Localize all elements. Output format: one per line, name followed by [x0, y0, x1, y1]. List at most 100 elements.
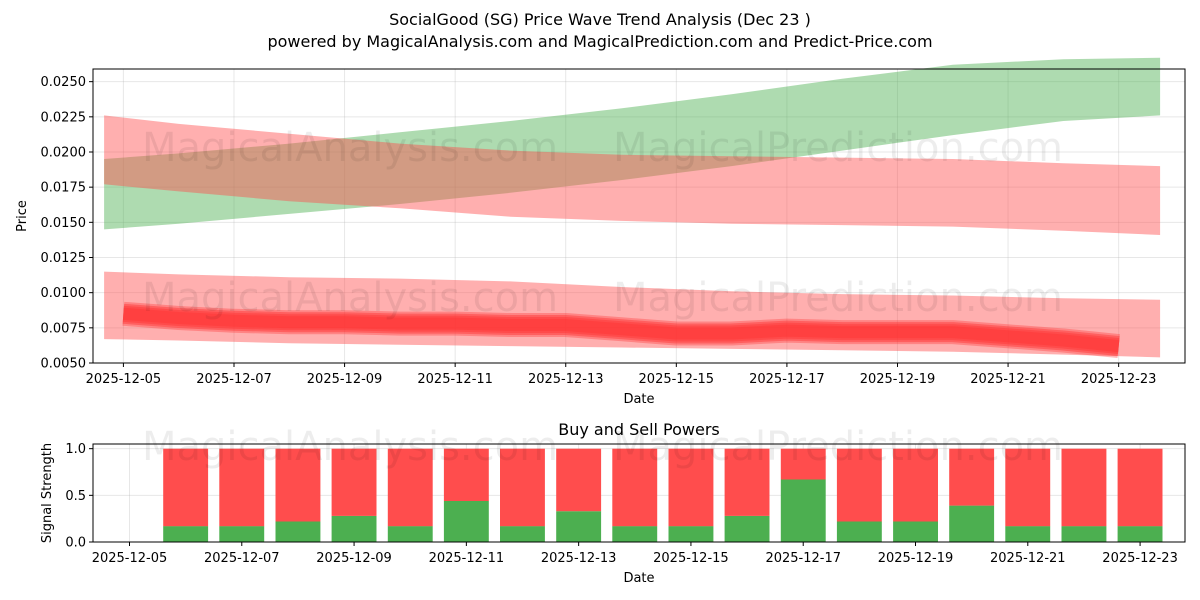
buy-power-bar — [556, 511, 602, 542]
sell-power-bar — [1005, 448, 1051, 527]
buy-power-bar — [500, 526, 545, 542]
buy-power-bar — [443, 500, 489, 542]
price-y-tick-label: 0.0175 — [41, 181, 87, 196]
buy-power-bar — [612, 526, 658, 542]
buy-power-bar — [1005, 526, 1051, 542]
sell-power-bar — [163, 448, 209, 527]
sell-power-bar — [556, 448, 602, 512]
signal-x-tick-label: 2025-12-05 — [92, 551, 168, 566]
price-y-tick-label: 0.0100 — [41, 286, 87, 301]
signal-x-tick-label: 2025-12-15 — [653, 551, 729, 566]
sell-power-bar — [780, 448, 826, 480]
sell-power-bar — [949, 448, 995, 506]
price-wave-line — [122, 301, 1120, 359]
price-y-tick-label: 0.0075 — [41, 321, 87, 336]
signal-x-axis-label: Date — [623, 571, 654, 586]
signal-x-tick-label: 2025-12-07 — [204, 551, 280, 566]
buy-power-bar — [331, 515, 377, 542]
watermark-analysis: MagicalAnalysis.com — [142, 125, 558, 171]
buy-power-bar — [163, 526, 209, 542]
sell-power-bar — [275, 448, 321, 522]
buy-power-bar — [668, 526, 714, 542]
buy-power-bar — [219, 526, 265, 542]
price-x-tick-label: 2025-12-05 — [86, 372, 162, 387]
price-plot-frame — [92, 68, 1186, 364]
sell-power-bar — [331, 448, 377, 516]
signal-x-tick-label: 2025-12-09 — [316, 551, 392, 566]
sell-power-bar — [836, 448, 882, 522]
price-x-tick-label: 2025-12-17 — [749, 372, 825, 387]
signal-y-tick-label: 0.5 — [65, 489, 86, 504]
price-wave-line — [122, 305, 1120, 355]
signal-x-tick-label: 2025-12-19 — [878, 551, 954, 566]
buy-power-bar — [780, 479, 826, 542]
sell-power-bar — [668, 448, 714, 527]
price-y-tick-label: 0.0050 — [41, 357, 87, 372]
sell-power-bar — [612, 448, 658, 527]
signal-chart-title: Buy and Sell Powers — [558, 420, 720, 439]
watermark-analysis: MagicalAnalysis.com — [142, 275, 558, 321]
price-y-tick-label: 0.0150 — [41, 216, 87, 231]
red-upper-trend-band — [104, 115, 1161, 235]
watermark-prediction: MagicalPrediction.com — [613, 275, 1063, 321]
buy-power-bar — [724, 515, 770, 542]
signal-y-axis-label: Signal Strength — [40, 443, 55, 543]
watermark-prediction: MagicalPrediction.com — [613, 424, 1063, 470]
buy-power-bar — [1117, 526, 1163, 542]
price-x-tick-label: 2025-12-11 — [417, 372, 493, 387]
green-trend-band — [104, 57, 1161, 230]
watermark-analysis: MagicalAnalysis.com — [142, 424, 558, 470]
signal-y-tick-label: 1.0 — [65, 442, 86, 457]
price-y-tick-label: 0.0125 — [41, 251, 87, 266]
price-panel: MagicalAnalysis.com MagicalPrediction.co… — [15, 57, 1186, 407]
buy-power-bar — [949, 505, 995, 542]
price-wave-line-group — [122, 301, 1120, 359]
chart-title: SocialGood (SG) Price Wave Trend Analysi… — [389, 10, 811, 29]
signal-bars — [163, 448, 1163, 542]
buy-power-bar — [836, 521, 882, 542]
sell-power-bar — [500, 448, 545, 527]
signal-plot-frame — [92, 443, 1186, 543]
watermark-prediction: MagicalPrediction.com — [613, 125, 1063, 171]
price-y-axis: 0.0050 0.0075 0.0100 0.0125 0.0150 0.0175 0.02… — [41, 75, 93, 372]
price-x-axis-label: Date — [623, 392, 654, 407]
signal-x-tick-label: 2025-12-21 — [990, 551, 1066, 566]
sell-power-bar — [724, 448, 770, 516]
sell-power-bar — [219, 448, 265, 527]
sell-power-bar — [443, 448, 489, 501]
price-y-tick-label: 0.0200 — [41, 145, 87, 160]
signal-x-tick-label: 2025-12-23 — [1102, 551, 1178, 566]
buy-power-bar — [275, 521, 321, 542]
price-x-tick-label: 2025-12-09 — [307, 372, 383, 387]
price-y-axis-label: Price — [15, 200, 30, 232]
chart-subtitle: powered by MagicalAnalysis.com and Magic… — [267, 32, 932, 51]
price-y-tick-label: 0.0225 — [41, 110, 87, 125]
price-x-tick-label: 2025-12-23 — [1081, 372, 1157, 387]
signal-y-axis: 0.0 0.5 1.0 — [65, 442, 93, 551]
price-x-axis: 2025-12-05 2025-12-07 2025-12-09 2025-12-11… — [86, 363, 1157, 387]
buy-power-bar — [387, 526, 433, 542]
signal-y-tick-label: 0.0 — [65, 536, 86, 551]
signal-panel: Buy and Sell Powers MagicalAnalysis.com … — [40, 420, 1186, 586]
sell-power-bar — [1061, 448, 1107, 527]
price-wave-line — [122, 307, 1120, 353]
signal-x-tick-label: 2025-12-17 — [765, 551, 841, 566]
buy-power-bar — [893, 521, 938, 542]
signal-x-tick-label: 2025-12-13 — [541, 551, 617, 566]
price-x-tick-label: 2025-12-07 — [196, 372, 272, 387]
price-bands — [104, 57, 1161, 358]
sell-power-bar — [1117, 448, 1163, 527]
price-x-tick-label: 2025-12-15 — [639, 372, 715, 387]
buy-power-bar — [1061, 526, 1107, 542]
sell-power-bar — [893, 448, 938, 522]
signal-x-tick-label: 2025-12-11 — [429, 551, 505, 566]
signal-x-axis: 2025-12-05 2025-12-07 2025-12-09 2025-12-11… — [92, 542, 1178, 566]
price-x-tick-label: 2025-12-19 — [860, 372, 936, 387]
price-y-tick-label: 0.0250 — [41, 75, 87, 90]
price-x-tick-label: 2025-12-21 — [970, 372, 1046, 387]
price-x-tick-label: 2025-12-13 — [528, 372, 604, 387]
sell-power-bar — [387, 448, 433, 527]
red-lower-trend-band — [104, 271, 1161, 358]
price-wave-line — [122, 303, 1120, 357]
